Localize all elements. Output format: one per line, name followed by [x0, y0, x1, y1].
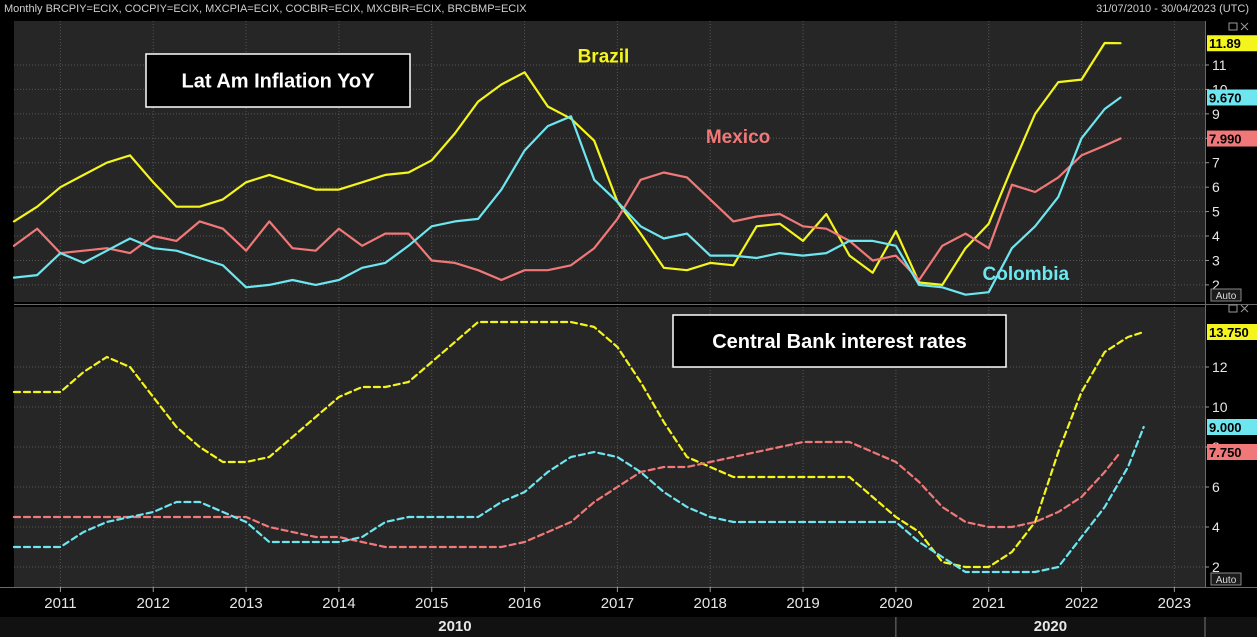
inflation-y-tick-label: 3 — [1212, 252, 1220, 268]
series-layer — [12, 41, 1145, 574]
chart-header-title: Monthly BRCPIY=ECIX, COCPIY=ECIX, MXCPIA… — [4, 3, 527, 15]
rates-auto-button-label[interactable]: Auto — [1216, 575, 1237, 586]
rates-maximize-icon[interactable] — [1228, 304, 1238, 313]
inflation-title: Lat Am Inflation YoY — [145, 53, 411, 108]
inflation-y-tick-label: 7 — [1212, 155, 1220, 171]
rates-y-tick-label: 2 — [1212, 559, 1220, 575]
x-tick-label: 2021 — [972, 595, 1005, 612]
inflation-y-tick-label: 5 — [1212, 204, 1220, 220]
series-annotation-mexico: Mexico — [706, 127, 770, 148]
rates-y-tick-label: 6 — [1212, 479, 1220, 495]
inflation-close-icon-stroke[interactable] — [1240, 22, 1249, 31]
x-tick-label: 2020 — [879, 595, 912, 612]
inflation-last-value-text: 11.89 — [1209, 36, 1241, 51]
x-tick-label: 2016 — [508, 595, 541, 612]
inflation-y-tick-label: 6 — [1212, 179, 1220, 195]
rates-close-icon[interactable] — [1240, 304, 1249, 313]
rates-y-tick-label: 10 — [1212, 399, 1228, 415]
inflation-last-value-tag — [1207, 89, 1257, 106]
x-tick-label: 2023 — [1158, 595, 1191, 612]
inflation-auto-button-label[interactable]: Auto — [1216, 291, 1237, 302]
x-tick-label: 2012 — [137, 595, 170, 612]
inflation-series-mexico — [12, 137, 1122, 282]
period-label: 2020 — [1034, 618, 1067, 635]
rates-series-cocbir-ecix — [12, 425, 1145, 574]
chart-header-date-range: 31/07/2010 - 30/04/2023 (UTC) — [1096, 3, 1249, 15]
inflation-title-frame — [145, 53, 411, 108]
inflation-last-value-tag — [1207, 130, 1257, 147]
rates-auto-button-frame[interactable] — [1210, 572, 1242, 586]
inflation-series-colombia — [12, 96, 1122, 296]
inflation-y-tick-label: 2 — [1212, 277, 1220, 293]
inflation-y-tick-label: 9 — [1212, 106, 1220, 122]
chart-header-bar: Monthly BRCPIY=ECIX, COCPIY=ECIX, MXCPIA… — [0, 0, 1257, 20]
inflation-title-text: Lat Am Inflation YoY — [182, 71, 376, 93]
inflation-close-icon[interactable] — [1240, 22, 1249, 31]
inflation-auto-button-frame[interactable] — [1210, 288, 1242, 302]
rates-last-value-text: 13.750 — [1209, 325, 1249, 340]
x-tick-label: 2018 — [694, 595, 727, 612]
series-annotation-colombia: Colombia — [983, 264, 1070, 285]
rates-last-value-tag — [1207, 324, 1257, 340]
inflation-auto-button[interactable]: Auto — [1210, 288, 1242, 302]
rates-title: Central Bank interest rates — [672, 314, 1007, 368]
rates-panel-bg — [14, 307, 1205, 587]
inflation-last-value-text: 7.990 — [1209, 132, 1242, 147]
rates-y-tick-label: 4 — [1212, 519, 1220, 535]
rates-title-frame — [672, 314, 1007, 368]
x-tick-label: 2022 — [1065, 595, 1098, 612]
rates-auto-button[interactable]: Auto — [1210, 572, 1242, 586]
rates-y-tick-label: 12 — [1212, 359, 1228, 375]
rates-close-icon-stroke[interactable] — [1240, 304, 1249, 313]
x-tick-label: 2017 — [601, 595, 634, 612]
rates-series-mxcbir-ecix — [12, 440, 1122, 549]
axes-layer: 2011 2012 2013 2014 2015 2016 2017 2018 2019 2020… — [44, 57, 1228, 637]
inflation-y-tick-label: 4 — [1212, 228, 1220, 244]
rates-last-value-tag — [1207, 419, 1257, 435]
labels-layer: 11.89 7.990 9.670 13.750 7.750 9.000 Auto Auto L… — [145, 22, 1257, 586]
rates-last-value-tag — [1207, 444, 1257, 460]
x-tick-label: 2011 — [44, 595, 76, 612]
period-band — [0, 617, 1257, 637]
rates-last-value-text: 7.750 — [1209, 445, 1242, 460]
x-tick-label: 2013 — [229, 595, 262, 612]
x-tick-label: 2019 — [786, 595, 819, 612]
inflation-last-value-text: 9.670 — [1209, 90, 1242, 105]
series-annotation-brazil: Brazil — [578, 47, 630, 68]
period-label: 2010 — [438, 618, 471, 635]
inflation-y-tick-label: 11 — [1212, 57, 1227, 73]
inflation-last-value-tag — [1207, 35, 1257, 52]
rates-last-value-text: 9.000 — [1209, 420, 1242, 435]
rates-series-brcbmp-ecix — [12, 320, 1145, 569]
x-tick-label: 2014 — [322, 595, 355, 612]
inflation-maximize-icon[interactable] — [1228, 22, 1238, 31]
x-tick-label: 2015 — [415, 595, 448, 612]
rates-title-text: Central Bank interest rates — [712, 331, 967, 353]
